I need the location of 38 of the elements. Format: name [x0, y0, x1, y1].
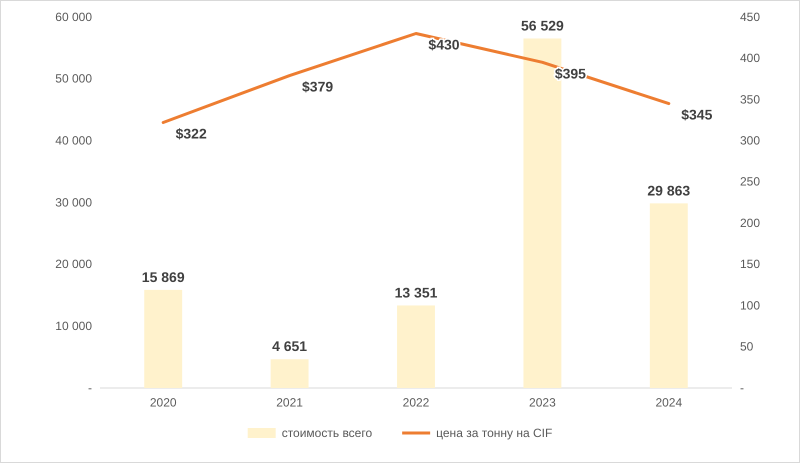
x-tick-label: 2020 [150, 396, 177, 410]
data-label: $322 [176, 126, 207, 142]
bar [650, 203, 688, 388]
data-label: $345 [681, 106, 713, 123]
y2-tick-label: 400 [740, 51, 760, 66]
y-tick-label: - [88, 380, 92, 395]
y-tick-label: 30 000 [55, 195, 92, 210]
data-label: $379 [302, 78, 334, 95]
bar [270, 359, 309, 388]
data-label: 29 863 [647, 182, 690, 198]
bar [397, 305, 435, 388]
data-label: 56 529 [520, 17, 564, 34]
line-series [162, 32, 670, 124]
legend-label: стоимость всего [282, 426, 372, 440]
y2-tick-label: 450 [740, 10, 760, 24]
data-label: 15 869 [142, 268, 185, 285]
y-tick-label: 20 000 [55, 257, 92, 272]
x-tick-label: 2024 [655, 396, 682, 410]
y-tick-label: 60 000 [55, 10, 92, 24]
y2-tick-label: 50 [740, 340, 754, 354]
data-label: 13 351 [394, 284, 438, 300]
y2-tick-label: 200 [740, 216, 760, 230]
data-label: 4 651 [272, 338, 308, 354]
y-tick-label: 10 000 [55, 319, 92, 334]
x-tick-label: 2022 [402, 396, 430, 410]
legend-label: цена за тонну на CIF [436, 426, 552, 440]
bar [144, 290, 182, 388]
y-tick-label: 50 000 [55, 72, 92, 86]
x-tick-label: 2021 [276, 396, 304, 410]
y2-tick-label: 250 [740, 174, 760, 189]
y2-tick-label: - [740, 380, 744, 395]
y2-tick-label: 300 [740, 134, 760, 148]
y2-tick-label: 350 [740, 92, 760, 106]
data-label: $430 [428, 36, 460, 52]
y2-tick-label: 100 [740, 298, 760, 312]
y-tick-label: 40 000 [55, 134, 92, 148]
y2-tick-label: 150 [740, 257, 760, 272]
x-tick-label: 2023 [529, 396, 556, 410]
